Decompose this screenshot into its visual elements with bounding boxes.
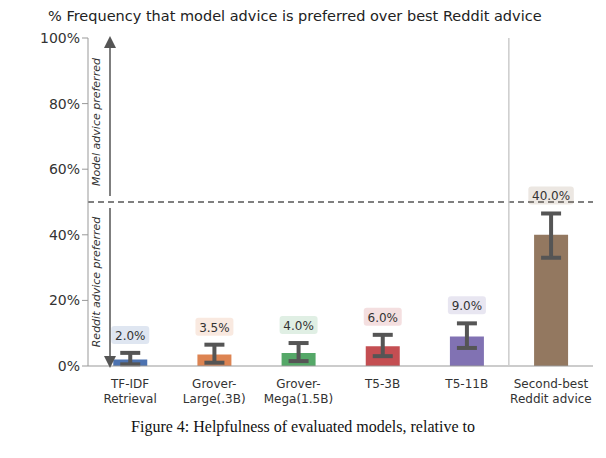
svg-text:80%: 80% (49, 96, 80, 112)
svg-text:9.0%: 9.0% (452, 299, 483, 313)
svg-text:Grover-Large(.3B): Grover-Large(.3B) (183, 377, 246, 406)
svg-text:40.0%: 40.0% (532, 189, 570, 203)
svg-text:TF-IDFRetrieval: TF-IDFRetrieval (103, 377, 156, 406)
svg-text:40%: 40% (49, 227, 80, 243)
svg-text:4.0%: 4.0% (283, 319, 314, 333)
svg-text:Model advice preferred: Model advice preferred (90, 57, 103, 186)
svg-text:3.5%: 3.5% (199, 321, 230, 335)
svg-text:Reddit advice preferred: Reddit advice preferred (90, 216, 103, 348)
html-text:% Frequency that model advice: % Frequency that model advice is preferr… (48, 8, 542, 24)
svg-text:20%: 20% (49, 292, 80, 308)
svg-text:T5-3B: T5-3B (364, 377, 400, 391)
svg-text:100%: 100% (40, 30, 80, 46)
svg-text:Second-bestReddit advice: Second-bestReddit advice (510, 377, 592, 406)
svg-text:0%: 0% (58, 358, 80, 374)
svg-text:Grover-Mega(1.5B): Grover-Mega(1.5B) (264, 377, 333, 406)
svg-text:6.0%: 6.0% (368, 311, 399, 325)
html-text:Figure 4: Helpfulness of evalu: Figure 4: Helpfulness of evaluated model… (131, 418, 475, 435)
svg-text:T5-11B: T5-11B (444, 377, 488, 391)
svg-text:60%: 60% (49, 161, 80, 177)
svg-text:2.0%: 2.0% (115, 329, 146, 343)
